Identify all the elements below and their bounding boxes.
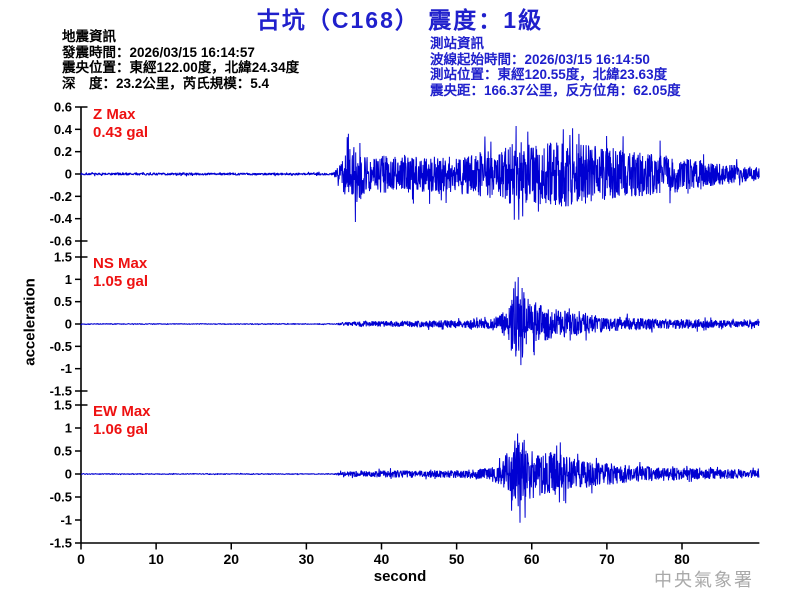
x-axis-title: second [373, 568, 427, 585]
z-max-value: 0.43 gal [93, 124, 149, 141]
y-tick-label: 0.5 [54, 294, 72, 309]
depth-magnitude: 深 度：23.2公里，芮氏規模：5.4 [62, 75, 270, 91]
z-max-label: Z Max 0.43 gal [93, 106, 148, 142]
earthquake-origin-time: 發震時間：2026/03/15 16:14:57 [62, 44, 255, 60]
y-axis-title: acceleration [21, 278, 39, 366]
y-tick-label: -0.4 [50, 211, 73, 226]
epicentral-distance: 震央距：166.37公里，反方位角：62.05度 [430, 82, 681, 98]
y-tick-label: -0.5 [50, 490, 72, 505]
y-tick-label: 1.5 [54, 398, 72, 413]
y-tick-label: 1.5 [54, 250, 72, 265]
earthquake-info-heading: 地震資訊 [62, 29, 116, 44]
station-info-heading: 測站資訊 [430, 36, 484, 51]
y-tick-label: 1 [65, 272, 72, 287]
ew-max-title: EW Max [93, 403, 151, 420]
y-tick-label: 0.6 [54, 100, 72, 115]
z-max-title: Z Max [93, 106, 136, 123]
y-tick-label: -1 [60, 361, 72, 376]
y-tick-label: 0.5 [54, 444, 72, 459]
ew-max-value: 1.06 gal [93, 421, 149, 438]
ns-waveform [80, 277, 760, 366]
y-tick-label: -0.2 [50, 189, 72, 204]
y-tick-label: 1 [65, 421, 72, 436]
x-tick-label: 80 [674, 551, 690, 567]
y-tick-label: 0.2 [54, 144, 72, 159]
x-tick-label: 0 [77, 551, 85, 567]
y-tick-label: -1 [60, 513, 72, 528]
station-location: 測站位置：東經120.55度，北緯23.63度 [430, 67, 668, 82]
station-info: 測站資訊 波線起始時間：2026/03/15 16:14:50 測站位置：東經1… [430, 36, 681, 98]
x-tick-label: 60 [524, 551, 540, 567]
x-tick-label: 40 [374, 551, 390, 567]
ew-waveform [80, 433, 760, 523]
ns-max-label: NS Max 1.05 gal [93, 255, 148, 291]
wave-start-time: 波線起始時間：2026/03/15 16:14:50 [430, 51, 650, 67]
x-tick-label: 20 [223, 551, 239, 567]
y-tick-label: 0.4 [54, 122, 73, 137]
ns-max-value: 1.05 gal [93, 273, 149, 290]
y-tick-label: 0 [65, 317, 72, 332]
y-tick-label: -1.5 [50, 384, 72, 399]
y-tick-label: -0.5 [50, 339, 72, 354]
ns-max-title: NS Max [93, 255, 148, 272]
ew-max-label: EW Max 1.06 gal [93, 403, 151, 439]
x-tick-label: 30 [299, 551, 315, 567]
epicenter-location: 震央位置：東經122.00度，北緯24.34度 [62, 60, 300, 75]
x-tick-label: 70 [599, 551, 615, 567]
y-tick-label: -1.5 [50, 536, 72, 551]
y-tick-label: 0 [65, 467, 72, 482]
y-tick-label: 0 [65, 167, 72, 182]
x-tick-label: 50 [449, 551, 465, 567]
agency-watermark: 中央氣象署 [654, 570, 754, 590]
z-waveform [80, 125, 760, 223]
x-tick-label: 10 [148, 551, 164, 567]
page-title: 古坑（C168） 震度：1級 [256, 7, 544, 33]
y-tick-label: -0.6 [50, 234, 72, 249]
earthquake-info: 地震資訊 發震時間：2026/03/15 16:14:57 震央位置：東經122… [62, 29, 299, 91]
